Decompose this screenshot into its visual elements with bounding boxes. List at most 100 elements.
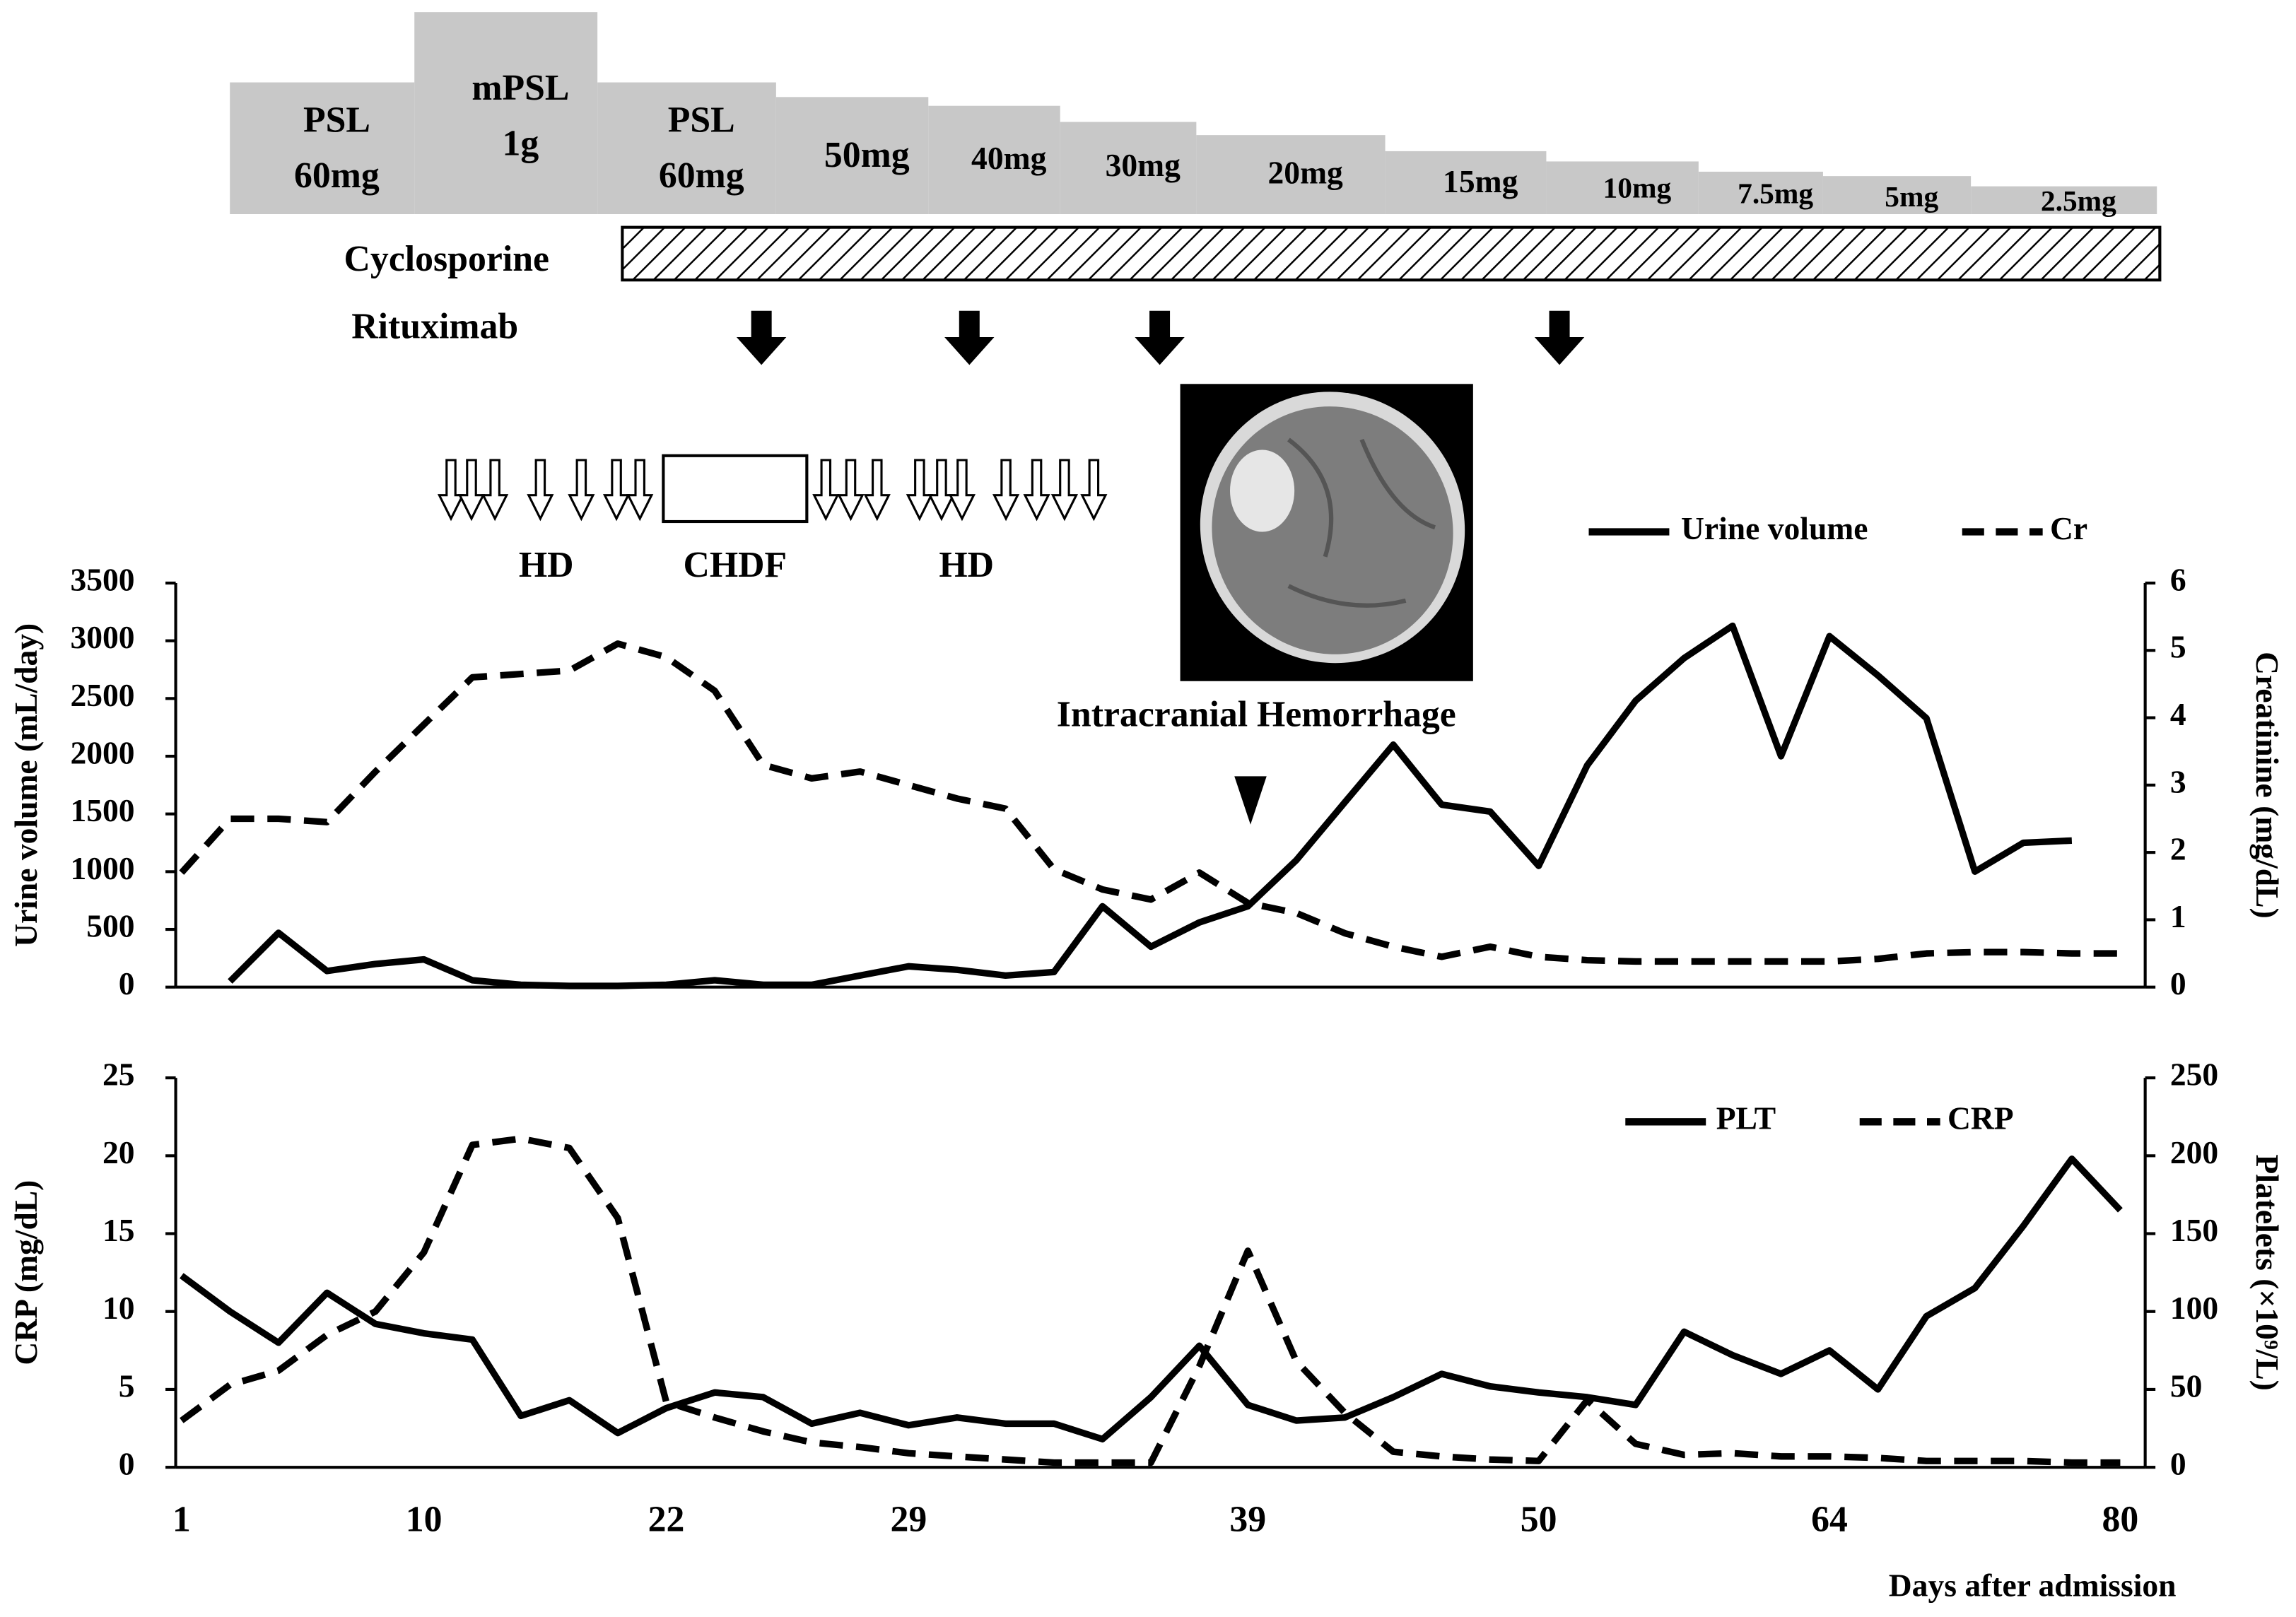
steroid-dose-label: 7.5mg (1738, 177, 1813, 210)
y-tick-label: 0 (119, 965, 135, 1001)
steroid-block (1546, 161, 1699, 214)
legend-label: PLT (1716, 1100, 1776, 1136)
y-tick-label: 1000 (70, 850, 134, 886)
dialysis-arrow (457, 459, 486, 522)
dialysis-label: HD (519, 545, 574, 585)
dialysis-arrow (906, 459, 933, 522)
series-line (228, 622, 2073, 989)
steroid-dose-label: mPSL (472, 68, 569, 108)
dialysis-arrow (568, 459, 595, 522)
steroid-block (414, 12, 598, 215)
steroid-dose-label: 1g (503, 124, 539, 164)
rituximab-arrow (736, 310, 787, 365)
steroid-block (1698, 171, 1823, 214)
y-tick-label: 10 (102, 1290, 135, 1326)
series-line (180, 1135, 2121, 1466)
series-line (179, 640, 2121, 965)
series-line (180, 1156, 2123, 1443)
x-tick-label: 22 (648, 1500, 685, 1540)
dialysis-arrow (1023, 459, 1050, 522)
x-tick-label: 50 (1521, 1500, 1557, 1540)
x-axis-title: Days after admission (1889, 1568, 2177, 1604)
dialysis-arrow (437, 459, 465, 522)
hemorrhage-marker (1234, 776, 1267, 825)
y2-tick-label: 200 (2170, 1134, 2218, 1170)
dialysis-arrow (863, 459, 891, 522)
y-tick-label: 25 (102, 1057, 135, 1093)
y2-tick-label: 3 (2170, 763, 2186, 799)
steroid-block (1060, 122, 1197, 214)
y2-tick-label: 0 (2170, 965, 2186, 1001)
dialysis-arrow (837, 459, 865, 522)
dialysis-arrow (602, 459, 631, 522)
y-tick-label: 15 (102, 1212, 135, 1248)
annotation: Intracranial Hemorrhage (1057, 694, 1456, 734)
dialysis-arrow (812, 459, 840, 522)
x-tick-label: 1 (172, 1500, 191, 1540)
y2-axis-title: Platelets (×10⁹/L) (2249, 1154, 2285, 1390)
y-tick-label: 20 (102, 1134, 135, 1170)
steroid-dose-label: 50mg (824, 135, 910, 175)
steroid-dose-label: 20mg (1268, 155, 1344, 191)
y-tick-label: 2500 (70, 677, 134, 713)
steroid-dose-label: 5mg (1885, 180, 1938, 213)
y-tick-label: 3000 (70, 619, 134, 655)
dialysis-arrow (927, 459, 956, 522)
dialysis-arrow (626, 459, 654, 522)
steroid-block (230, 82, 415, 214)
dialysis-arrow (1080, 459, 1108, 522)
y-tick-label: 2000 (70, 734, 134, 770)
steroid-dose-label: 40mg (971, 140, 1047, 176)
steroid-dose-label: 10mg (1603, 171, 1672, 204)
x-tick-label: 39 (1229, 1500, 1266, 1540)
x-tick-label: 10 (406, 1500, 443, 1540)
dialysis-arrow (992, 459, 1020, 522)
steroid-dose-label: 30mg (1106, 147, 1181, 183)
steroid-dose-label: 15mg (1443, 163, 1518, 199)
steroid-dose-label: 60mg (294, 155, 380, 196)
y2-tick-label: 2 (2170, 831, 2186, 867)
x-tick-label: 29 (890, 1500, 927, 1540)
legend-label: Urine volume (1681, 510, 1868, 546)
ct-image (1180, 384, 1473, 681)
y2-tick-label: 4 (2170, 696, 2186, 732)
legend-label: CRP (1948, 1100, 2014, 1136)
y-axis-title: CRP (mg/dL) (8, 1180, 44, 1365)
steroid-block (1196, 135, 1386, 214)
steroid-block (775, 97, 929, 214)
y-tick-label: 1500 (70, 792, 134, 828)
steroid-dose-label: 2.5mg (2041, 184, 2116, 217)
rituximab-arrow (1534, 310, 1585, 365)
y2-tick-label: 0 (2170, 1446, 2186, 1482)
steroid-block (597, 82, 776, 214)
y2-tick-label: 250 (2170, 1057, 2218, 1093)
y-tick-label: 5 (119, 1368, 135, 1404)
dialysis-label: CHDF (684, 545, 787, 585)
y2-tick-label: 6 (2170, 561, 2186, 597)
dialysis-arrow (1050, 459, 1079, 522)
y2-tick-label: 50 (2170, 1368, 2203, 1404)
y2-tick-label: 5 (2170, 629, 2186, 665)
steroid-block (1385, 151, 1547, 214)
y2-tick-label: 150 (2170, 1212, 2218, 1248)
dialysis-arrow (481, 459, 509, 522)
y-tick-label: 3500 (70, 561, 134, 597)
y2-tick-label: 1 (2170, 898, 2186, 934)
chdf-box (662, 454, 809, 524)
rituximab-arrow (944, 310, 995, 365)
steroid-block (1971, 186, 2157, 214)
x-tick-label: 80 (2102, 1500, 2139, 1540)
y-tick-label: 0 (119, 1446, 135, 1482)
rituximab-label: Rituximab (351, 307, 518, 347)
steroid-dose-label: PSL (303, 100, 370, 140)
cyclosporine-bar (621, 225, 2162, 282)
steroid-block (928, 105, 1060, 214)
steroid-dose-label: PSL (668, 100, 735, 140)
y2-tick-label: 100 (2170, 1290, 2218, 1326)
rituximab-arrow (1135, 310, 1185, 365)
dialysis-arrow (948, 459, 976, 522)
legend-label: Cr (2050, 510, 2087, 546)
x-tick-label: 64 (1811, 1500, 1848, 1540)
dialysis-label: HD (939, 545, 994, 585)
